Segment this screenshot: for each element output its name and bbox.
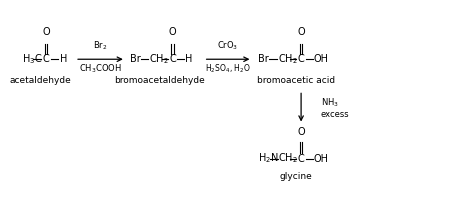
- Text: O: O: [42, 27, 50, 37]
- Text: CrO$_3$: CrO$_3$: [217, 39, 238, 52]
- Text: O: O: [297, 27, 305, 37]
- Text: CH$_2$: CH$_2$: [278, 52, 297, 66]
- Text: H$_3$C: H$_3$C: [22, 52, 43, 66]
- Text: bromoacetaldehyde: bromoacetaldehyde: [114, 76, 205, 85]
- Text: H$_2$SO$_4$, H$_2$O: H$_2$SO$_4$, H$_2$O: [205, 63, 251, 75]
- Text: Br$_2$: Br$_2$: [93, 39, 108, 52]
- Text: bromoacetic acid: bromoacetic acid: [257, 76, 335, 85]
- Text: C: C: [298, 154, 305, 164]
- Text: CH$_3$COOH: CH$_3$COOH: [79, 63, 122, 75]
- Text: H$_2$N: H$_2$N: [258, 152, 279, 165]
- Text: H: H: [60, 54, 68, 64]
- Text: C: C: [298, 54, 305, 64]
- Text: C: C: [169, 54, 176, 64]
- Text: OH: OH: [314, 154, 329, 164]
- Text: O: O: [169, 27, 176, 37]
- Text: OH: OH: [314, 54, 329, 64]
- Text: CH$_2$: CH$_2$: [149, 52, 169, 66]
- Text: glycine: glycine: [280, 172, 313, 181]
- Text: Br: Br: [130, 54, 140, 64]
- Text: CH$_2$: CH$_2$: [278, 152, 297, 165]
- Text: excess: excess: [320, 110, 349, 119]
- Text: O: O: [297, 127, 305, 137]
- Text: H: H: [185, 54, 193, 64]
- Text: Br: Br: [258, 54, 269, 64]
- Text: NH$_3$: NH$_3$: [320, 97, 338, 109]
- Text: acetaldehyde: acetaldehyde: [9, 76, 71, 85]
- Text: C: C: [42, 54, 49, 64]
